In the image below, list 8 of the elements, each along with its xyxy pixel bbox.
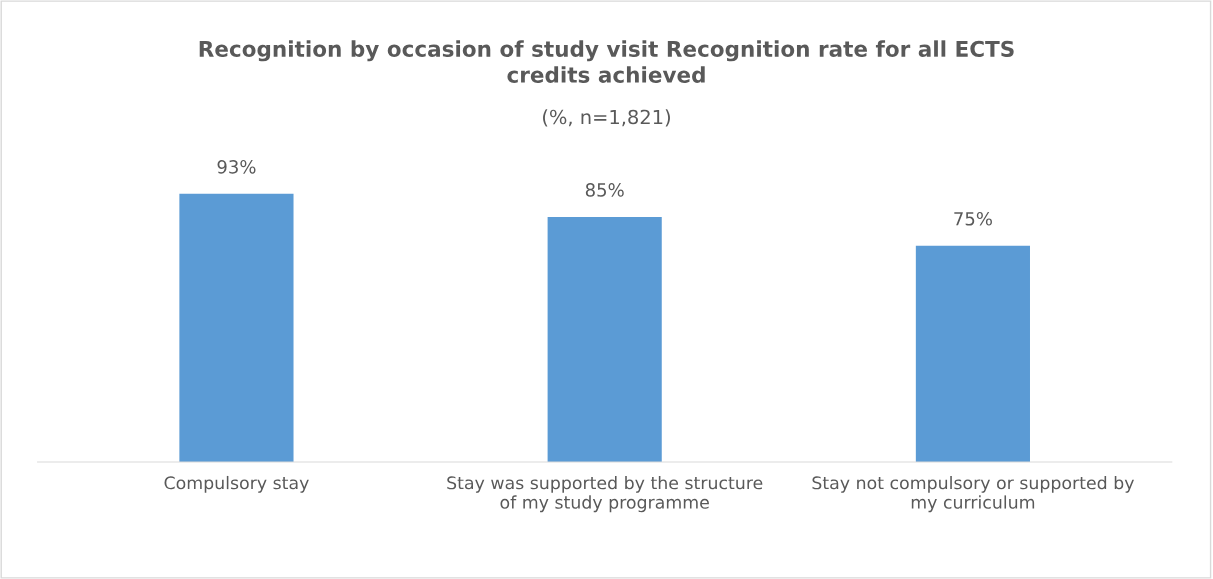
x-tick-label: Stay was supported by the structure of my study programme bbox=[447, 475, 763, 513]
data-label: 93% bbox=[217, 159, 256, 174]
x-tick-label: Compulsory stay bbox=[164, 475, 309, 493]
data-label: 85% bbox=[585, 183, 624, 197]
chart-subtitle: (%, n=1,821) bbox=[543, 109, 670, 127]
x-tick-label: Stay not compulsory or supported by my curriculum bbox=[812, 475, 1134, 513]
data-label: 75% bbox=[954, 211, 992, 226]
chart-title: Recognition by occasion of study visit Recognition rate for all ECTS credits achieved bbox=[199, 40, 1014, 83]
